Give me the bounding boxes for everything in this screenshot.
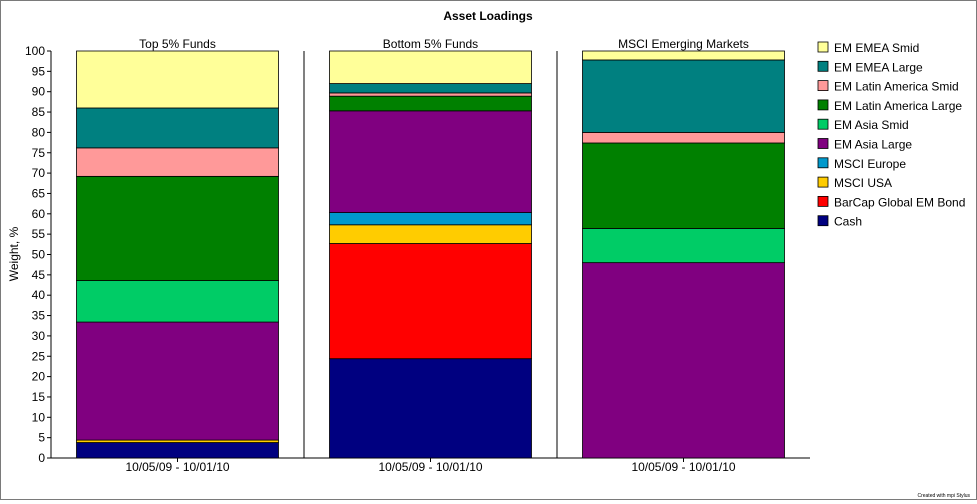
legend-item: EM EMEA Large — [817, 60, 923, 74]
y-tick-label: 95 — [32, 64, 46, 78]
legend-label: EM Latin America Large — [834, 99, 962, 113]
y-tick-label: 35 — [32, 309, 46, 323]
legend-item: EM Asia Smid — [817, 118, 909, 132]
bar-segment-em-asia-smid — [76, 280, 279, 323]
legend-label: EM EMEA Large — [834, 60, 923, 74]
y-tick-label: 60 — [32, 207, 46, 221]
panel-title: Top 5% Funds — [139, 37, 216, 51]
legend-item: EM EMEA Smid — [817, 41, 919, 55]
y-axis: 0 5 10 15 20 25 30 35 40 45 50 55 60 65 70 75 80 85 90 95 10… — [25, 44, 810, 465]
legend-label: EM Asia Smid — [834, 118, 909, 132]
legend-swatch — [817, 118, 829, 130]
y-tick-label: 30 — [32, 329, 46, 343]
legend-label: MSCI Europe — [834, 157, 906, 171]
bar-segment-em-emea-large — [329, 83, 532, 94]
legend-label: MSCI USA — [834, 176, 892, 190]
legend-swatch — [817, 176, 829, 188]
y-tick-label: 50 — [32, 248, 46, 262]
bar-segment-em-latin-america-smid — [582, 131, 785, 144]
legend-swatch — [817, 195, 829, 207]
y-tick-label: 70 — [32, 166, 46, 180]
bar-segment-em-emea-smid — [329, 50, 532, 84]
y-tick-label: 75 — [32, 146, 46, 160]
y-tick-label: 20 — [32, 370, 46, 384]
bar-segment-em-latin-america-smid — [76, 147, 279, 177]
legend-item: BarCap Global EM Bond — [817, 195, 965, 209]
x-tick-label: 10/05/09 - 10/01/10 — [125, 460, 229, 474]
legend-swatch — [817, 138, 829, 149]
y-tick-label: 90 — [32, 85, 46, 99]
x-tick-label: 10/05/09 - 10/01/10 — [631, 460, 735, 474]
legend-item: EM Latin America Large — [817, 99, 962, 113]
bar-segment-em-asia-large — [582, 262, 785, 459]
panel-2: Bottom 5% Funds 10/05/09 - 10/01/10 — [303, 37, 532, 474]
y-tick-label: 55 — [32, 227, 46, 241]
y-tick-label: 25 — [32, 349, 46, 363]
bar-segment-em-asia-large — [329, 110, 532, 213]
bar-segment-em-emea-large — [582, 59, 785, 133]
bar-segment-em-latin-america-large — [582, 142, 785, 229]
bar-segment-em-emea-large — [76, 107, 279, 149]
legend-label: EM EMEA Smid — [834, 41, 919, 55]
legend: EM EMEA Smid EM EMEA Large EM Latin Americ… — [817, 41, 965, 229]
legend-item: EM Asia Large — [817, 138, 912, 152]
credit-text: Created with mpi Stylus — [917, 493, 970, 499]
panel-title: Bottom 5% Funds — [383, 37, 478, 51]
legend-item: Cash — [817, 215, 862, 229]
bar-segment-msci-usa — [329, 224, 532, 244]
legend-label: EM Latin America Smid — [834, 80, 959, 94]
bar-segment-msci-europe — [329, 212, 532, 226]
bar-segment-em-asia-smid — [582, 228, 785, 264]
legend-item: MSCI Europe — [817, 157, 906, 171]
panel-title: MSCI Emerging Markets — [618, 37, 749, 51]
legend-swatch — [817, 60, 829, 72]
y-tick-label: 65 — [32, 186, 46, 200]
bar-segment-em-latin-america-smid — [329, 92, 532, 97]
y-tick-label: 15 — [32, 390, 46, 404]
legend-item: EM Latin America Smid — [817, 80, 959, 94]
legend-swatch — [817, 215, 829, 227]
panel-3: MSCI Emerging Markets 10/05/09 - 10/01/10 — [556, 37, 785, 474]
panel-1: Top 5% Funds 10/05/09 - 10/01/10 — [76, 37, 279, 474]
legend-swatch — [817, 41, 829, 53]
chart-title: Asset Loadings — [443, 9, 533, 23]
legend-label: BarCap Global EM Bond — [834, 195, 965, 209]
legend-swatch — [817, 99, 829, 111]
y-tick-label: 10 — [32, 410, 46, 424]
legend-label: Cash — [834, 215, 862, 229]
y-tick-label: 5 — [38, 431, 45, 445]
y-tick-label: 45 — [32, 268, 46, 282]
bar-segment-em-asia-large — [76, 321, 279, 441]
bar-segment-em-emea-smid — [582, 50, 785, 61]
y-tick-label: 40 — [32, 288, 46, 302]
legend-swatch — [817, 157, 829, 169]
legend-swatch — [817, 80, 829, 91]
legend-label: EM Asia Large — [834, 138, 912, 152]
y-tick-label: 80 — [32, 125, 46, 139]
bar-segment-cash — [329, 358, 532, 459]
legend-item: MSCI USA — [817, 176, 892, 190]
bar-segment-barcap-global-em-bond — [329, 243, 532, 360]
bar-segment-cash — [76, 442, 279, 459]
bar-segment-em-latin-america-large — [76, 175, 279, 281]
x-tick-label: 10/05/09 - 10/01/10 — [378, 460, 482, 474]
bar-segment-em-emea-smid — [76, 50, 279, 109]
y-tick-label: 85 — [32, 105, 46, 119]
bar-segment-em-latin-america-large — [329, 95, 532, 112]
y-axis-label: Weight, % — [7, 226, 21, 281]
y-tick-label: 0 — [38, 451, 45, 465]
y-tick-label: 100 — [25, 44, 45, 58]
